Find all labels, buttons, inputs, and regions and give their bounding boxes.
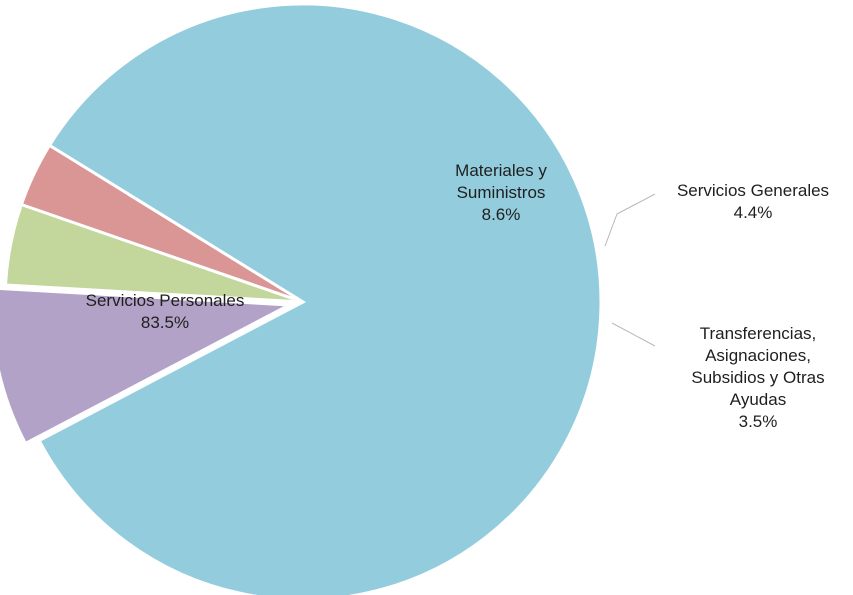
slice-label-2: Materiales y Suministros 8.6% <box>455 161 547 224</box>
slice-label-4: Transferencias, Asignaciones, Subsidios y … <box>691 324 824 431</box>
slice-label-3: Servicios Generales 4.4% <box>677 181 829 222</box>
leader-lines-layer <box>604 193 656 347</box>
slice-label-line: Servicios Personales <box>86 291 245 310</box>
slice-label-line: Transferencias, <box>700 324 817 343</box>
slice-label-line: Servicios Generales <box>677 181 829 200</box>
pie-slice-1 <box>37 2 603 595</box>
leader-line-4 <box>611 322 656 347</box>
slice-label-line: Materiales y <box>455 161 547 180</box>
slice-label-line: 8.6% <box>482 205 521 224</box>
pie-slice-2 <box>0 286 295 446</box>
slices-layer <box>0 2 603 595</box>
slice-label-line: Suministros <box>457 183 546 202</box>
pie-slice-4 <box>19 143 304 304</box>
leader-line-3 <box>604 193 656 247</box>
slice-label-line: 4.4% <box>734 203 773 222</box>
slice-label-line: Asignaciones, <box>705 346 811 365</box>
slice-label-1: Servicios Personales 83.5% <box>86 291 245 332</box>
slice-label-line: 3.5% <box>739 412 778 431</box>
slice-label-line: 83.5% <box>141 313 189 332</box>
labels-layer: Servicios Personales 83.5% Materiales y Sum… <box>86 161 829 431</box>
slice-label-line: Subsidios y Otras <box>691 368 824 387</box>
slice-label-line: Ayudas <box>730 390 786 409</box>
